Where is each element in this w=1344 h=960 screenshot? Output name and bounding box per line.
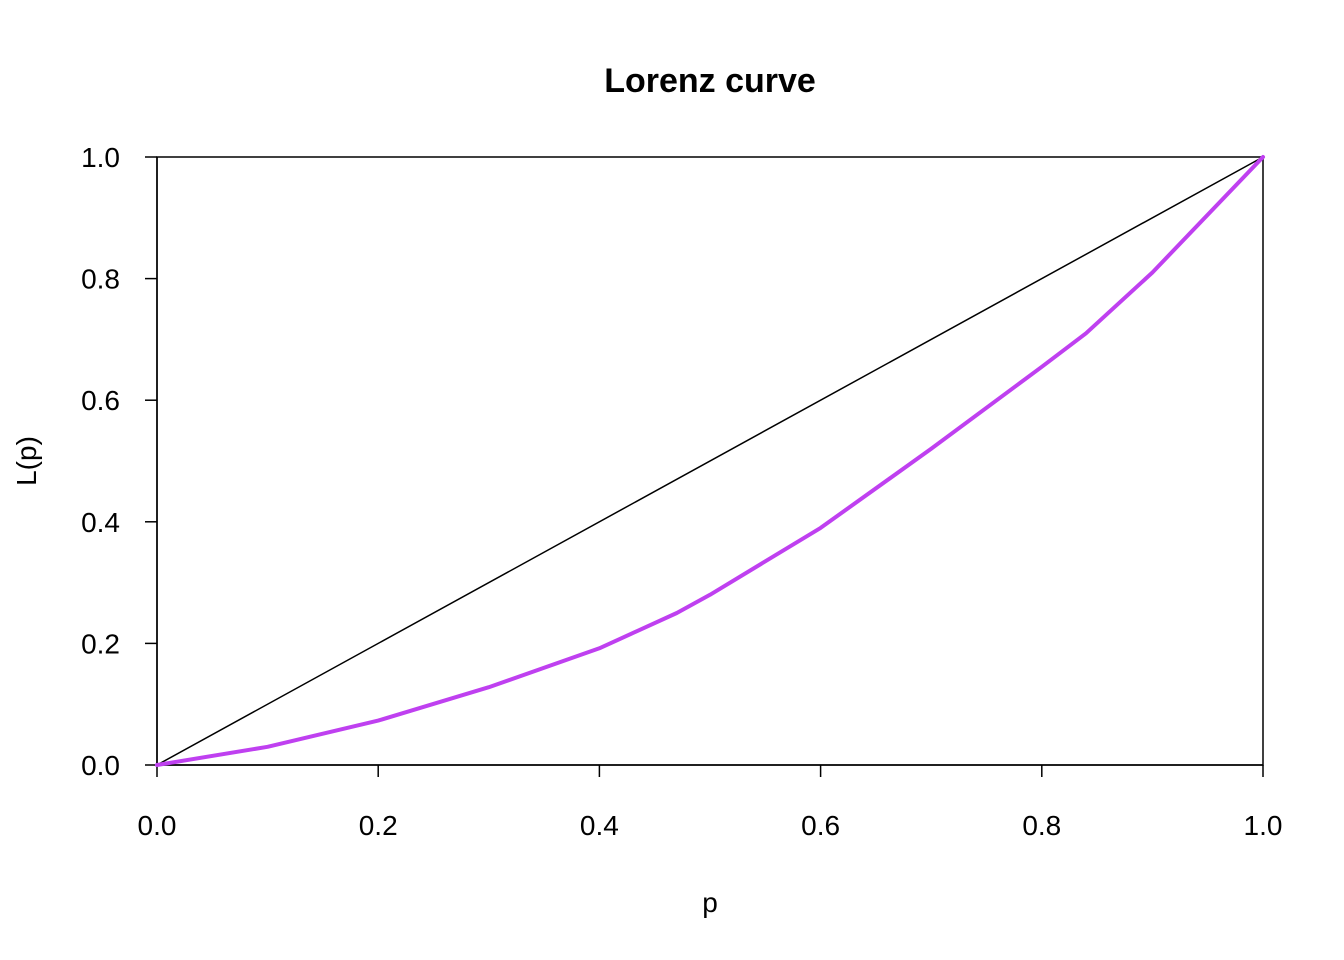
y-axis: 0.0 0.2 0.4 0.6 0.8 1.0 — [81, 142, 158, 781]
y-tick-label: 0.0 — [81, 750, 120, 781]
y-tick-label: 0.2 — [81, 628, 120, 659]
x-tick-label: 0.2 — [359, 810, 398, 841]
x-tick-label: 0.0 — [138, 810, 177, 841]
lorenz-curve-line — [155, 155, 1265, 767]
y-tick-label: 0.4 — [81, 507, 120, 538]
x-tick-label: 1.0 — [1244, 810, 1283, 841]
y-tick-label: 0.6 — [81, 385, 120, 416]
x-tick-label: 0.4 — [580, 810, 619, 841]
y-axis-label: L(p) — [11, 436, 42, 486]
x-axis: 0.0 0.2 0.4 0.6 0.8 1.0 — [138, 764, 1283, 841]
y-tick-label: 1.0 — [81, 142, 120, 173]
x-axis-label: p — [702, 887, 718, 918]
chart-title: Lorenz curve — [604, 62, 816, 100]
equality-line — [156, 156, 1264, 766]
series-layer — [155, 155, 1265, 767]
x-tick-label: 0.6 — [801, 810, 840, 841]
y-tick-label: 0.8 — [81, 264, 120, 295]
x-tick-label: 0.8 — [1022, 810, 1061, 841]
